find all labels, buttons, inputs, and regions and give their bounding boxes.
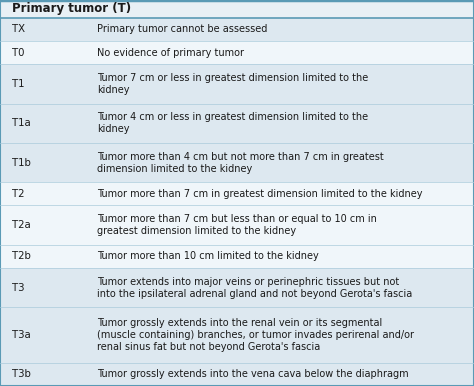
Bar: [0, 268, 474, 307]
Bar: [0, 103, 474, 143]
Text: No evidence of primary tumor: No evidence of primary tumor: [97, 47, 244, 58]
Bar: [0, 0, 474, 18]
Text: T3a: T3a: [12, 330, 31, 340]
Text: T2a: T2a: [12, 220, 31, 230]
Text: T2b: T2b: [12, 251, 31, 261]
Bar: [0, 41, 474, 64]
Text: Primary tumor (T): Primary tumor (T): [12, 2, 131, 15]
Bar: [0, 182, 474, 205]
Text: T0: T0: [12, 47, 24, 58]
Bar: [0, 245, 474, 268]
Bar: [0, 143, 474, 182]
Text: Tumor grossly extends into the vena cava below the diaphragm: Tumor grossly extends into the vena cava…: [97, 369, 409, 379]
Bar: [0, 205, 474, 245]
Text: Tumor 7 cm or less in greatest dimension limited to the
kidney: Tumor 7 cm or less in greatest dimension…: [97, 73, 368, 95]
Text: Primary tumor cannot be assessed: Primary tumor cannot be assessed: [97, 24, 267, 34]
Text: T2: T2: [12, 189, 24, 199]
Text: T3b: T3b: [12, 369, 31, 379]
Text: T3: T3: [12, 283, 24, 293]
Bar: [0, 18, 474, 41]
Bar: [0, 363, 474, 386]
Text: T1b: T1b: [12, 157, 31, 168]
Text: T1a: T1a: [12, 118, 31, 128]
Text: Tumor more than 7 cm in greatest dimension limited to the kidney: Tumor more than 7 cm in greatest dimensi…: [97, 189, 423, 199]
Text: Tumor grossly extends into the renal vein or its segmental
(muscle containing) b: Tumor grossly extends into the renal vei…: [97, 318, 414, 352]
Text: TX: TX: [12, 24, 25, 34]
Text: Tumor 4 cm or less in greatest dimension limited to the
kidney: Tumor 4 cm or less in greatest dimension…: [97, 112, 368, 134]
Bar: [0, 307, 474, 363]
Text: Tumor more than 10 cm limited to the kidney: Tumor more than 10 cm limited to the kid…: [97, 251, 319, 261]
Bar: [0, 64, 474, 103]
Text: T1: T1: [12, 79, 24, 89]
Text: Tumor more than 4 cm but not more than 7 cm in greatest
dimension limited to the: Tumor more than 4 cm but not more than 7…: [97, 152, 384, 173]
Text: Tumor more than 7 cm but less than or equal to 10 cm in
greatest dimension limit: Tumor more than 7 cm but less than or eq…: [97, 214, 377, 236]
Text: Tumor extends into major veins or perinephric tissues but not
into the ipsilater: Tumor extends into major veins or perine…: [97, 277, 412, 299]
